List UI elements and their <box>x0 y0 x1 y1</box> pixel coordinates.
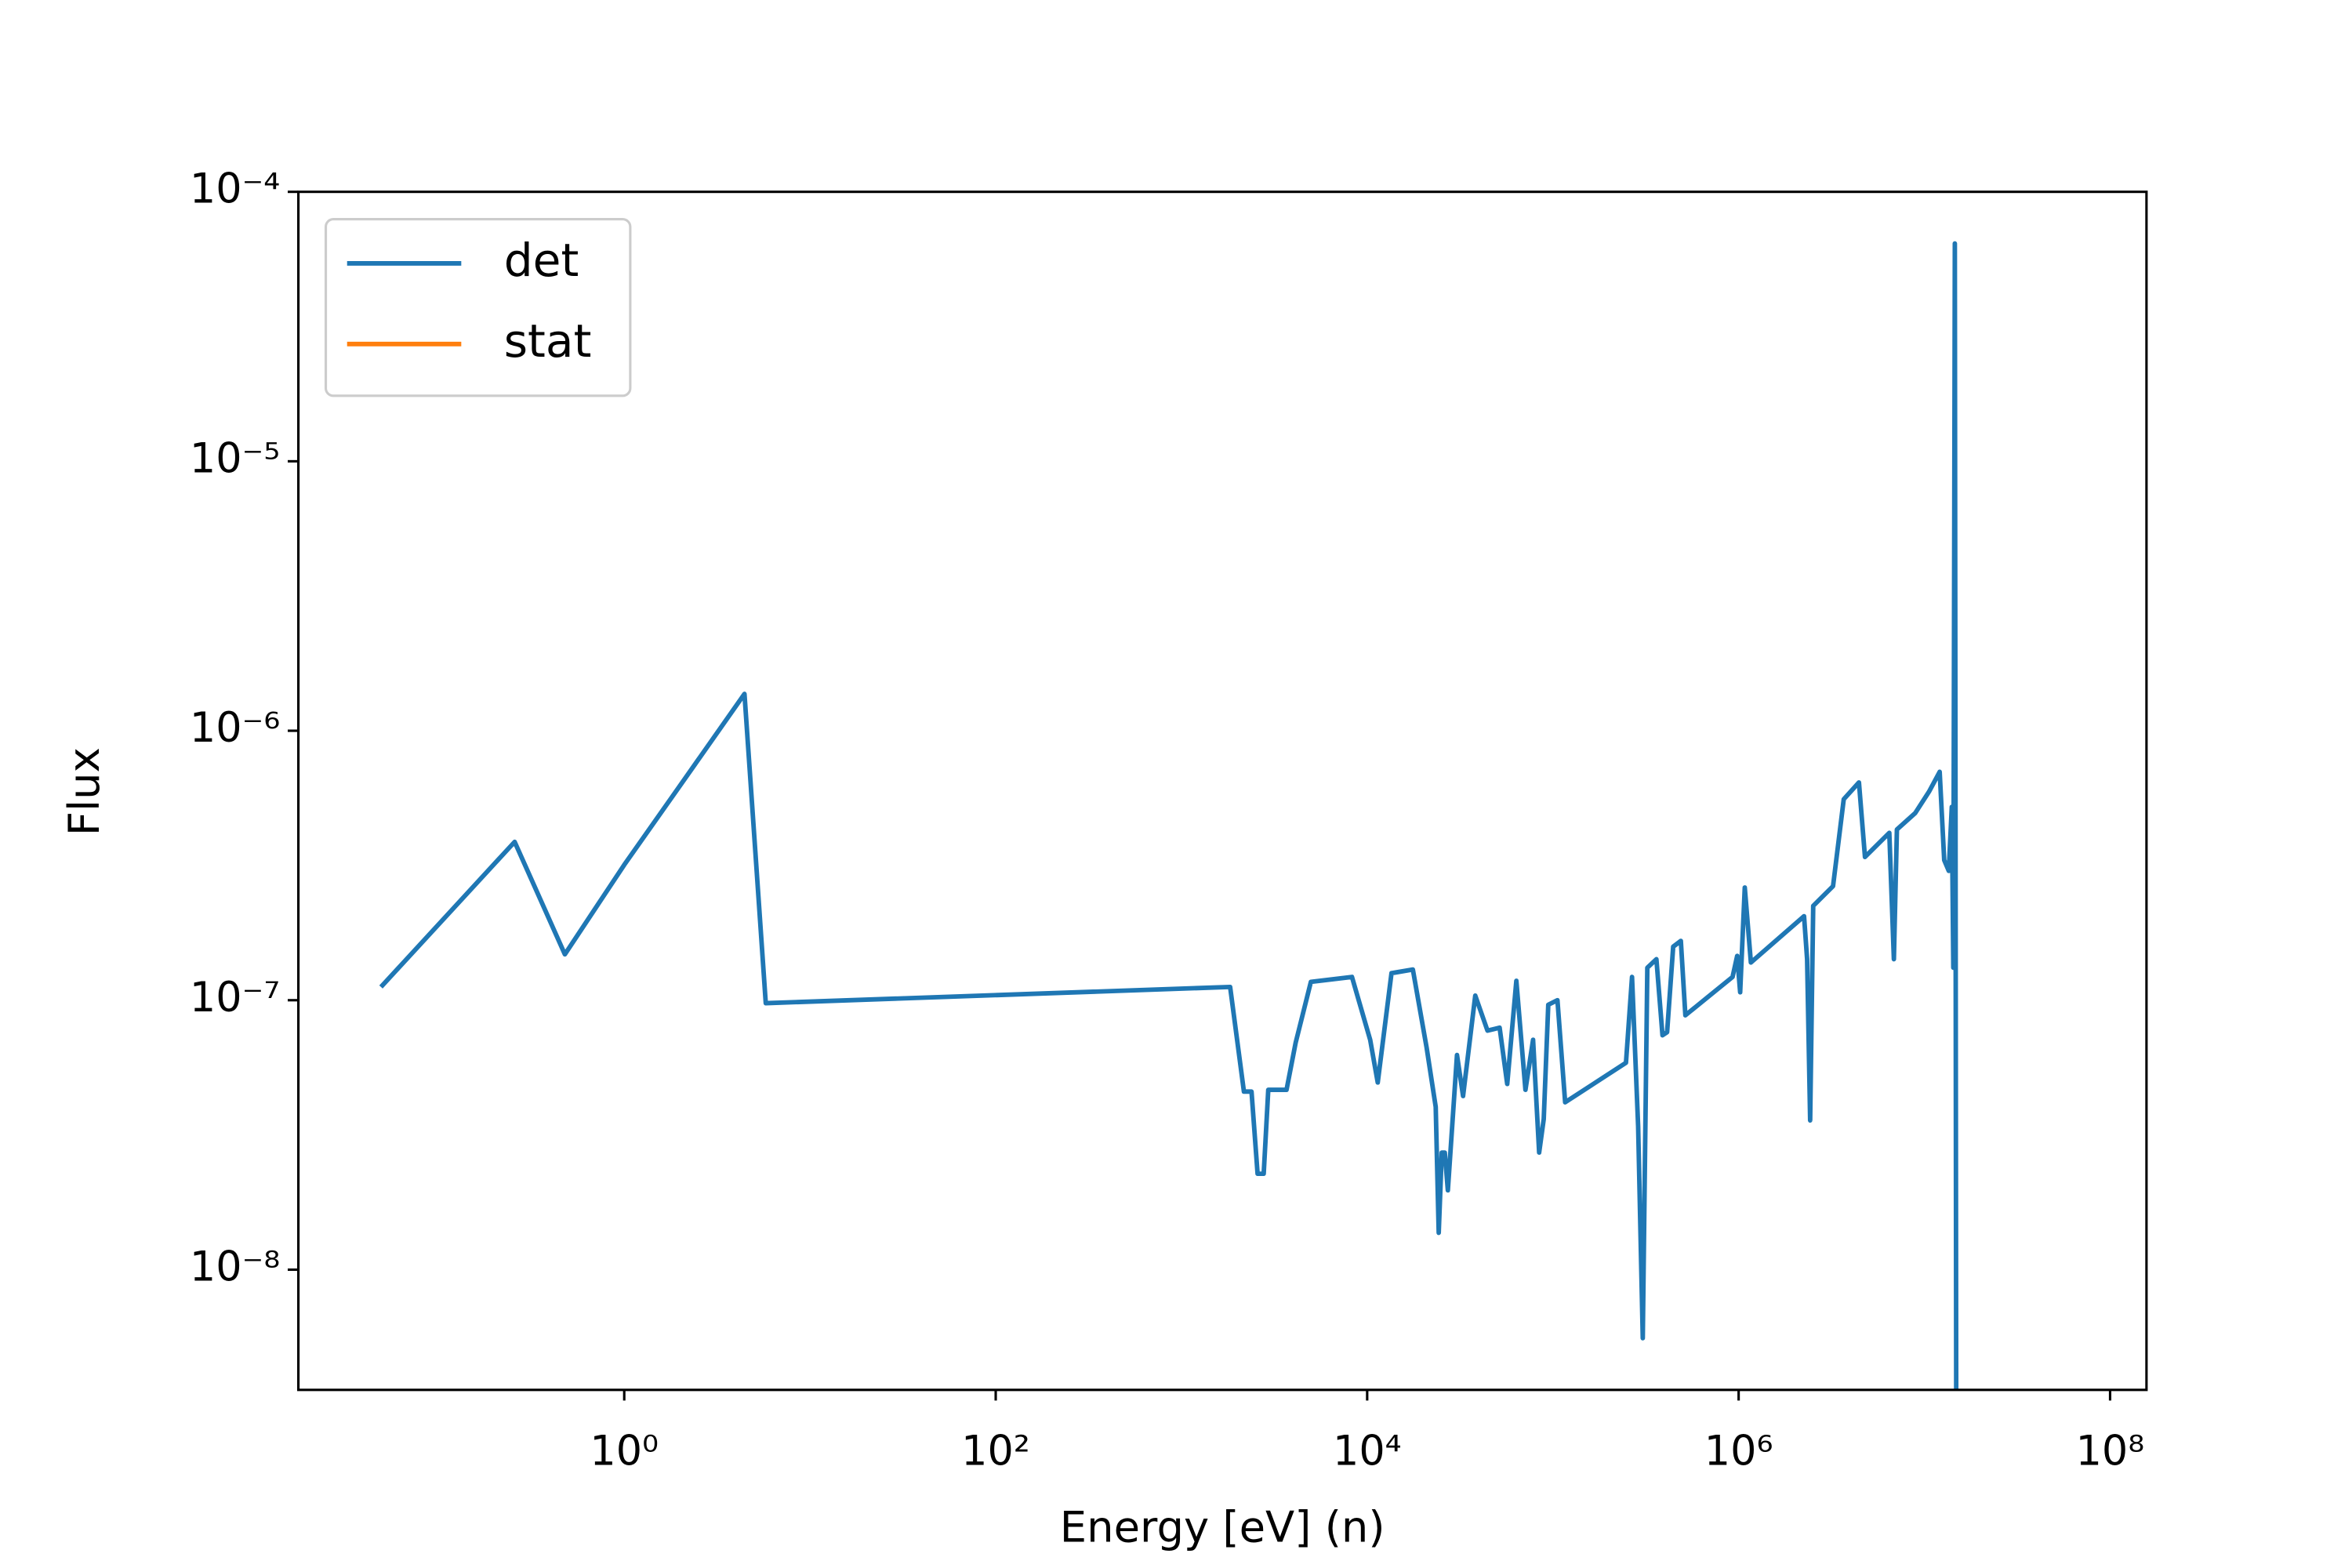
data-line <box>379 241 1959 1390</box>
y-tick-label: 10⁻⁵ <box>190 434 280 482</box>
x-tick-label: 10⁸ <box>2076 1427 2145 1475</box>
legend-label: stat <box>504 314 592 368</box>
x-axis-label: Energy [eV] (n) <box>1060 1503 1385 1552</box>
x-tick-label: 10⁰ <box>590 1427 659 1475</box>
x-tick-label: 10⁴ <box>1333 1427 1402 1475</box>
y-tick-label: 10⁻⁶ <box>190 704 280 752</box>
legend-box <box>324 218 632 397</box>
legend-label: det <box>504 234 579 287</box>
y-axis-label: Flux <box>60 747 109 836</box>
y-tick-label: 10⁻⁷ <box>190 974 280 1022</box>
y-tick-label: 10⁻⁴ <box>190 165 280 213</box>
x-tick-label: 10⁶ <box>1704 1427 1773 1475</box>
y-tick-label: 10⁻⁸ <box>190 1243 280 1290</box>
plot-area <box>379 241 1959 1390</box>
legend: det stat <box>324 218 632 397</box>
x-tick-label: 10² <box>961 1427 1030 1475</box>
axes-frame <box>297 191 2148 1392</box>
